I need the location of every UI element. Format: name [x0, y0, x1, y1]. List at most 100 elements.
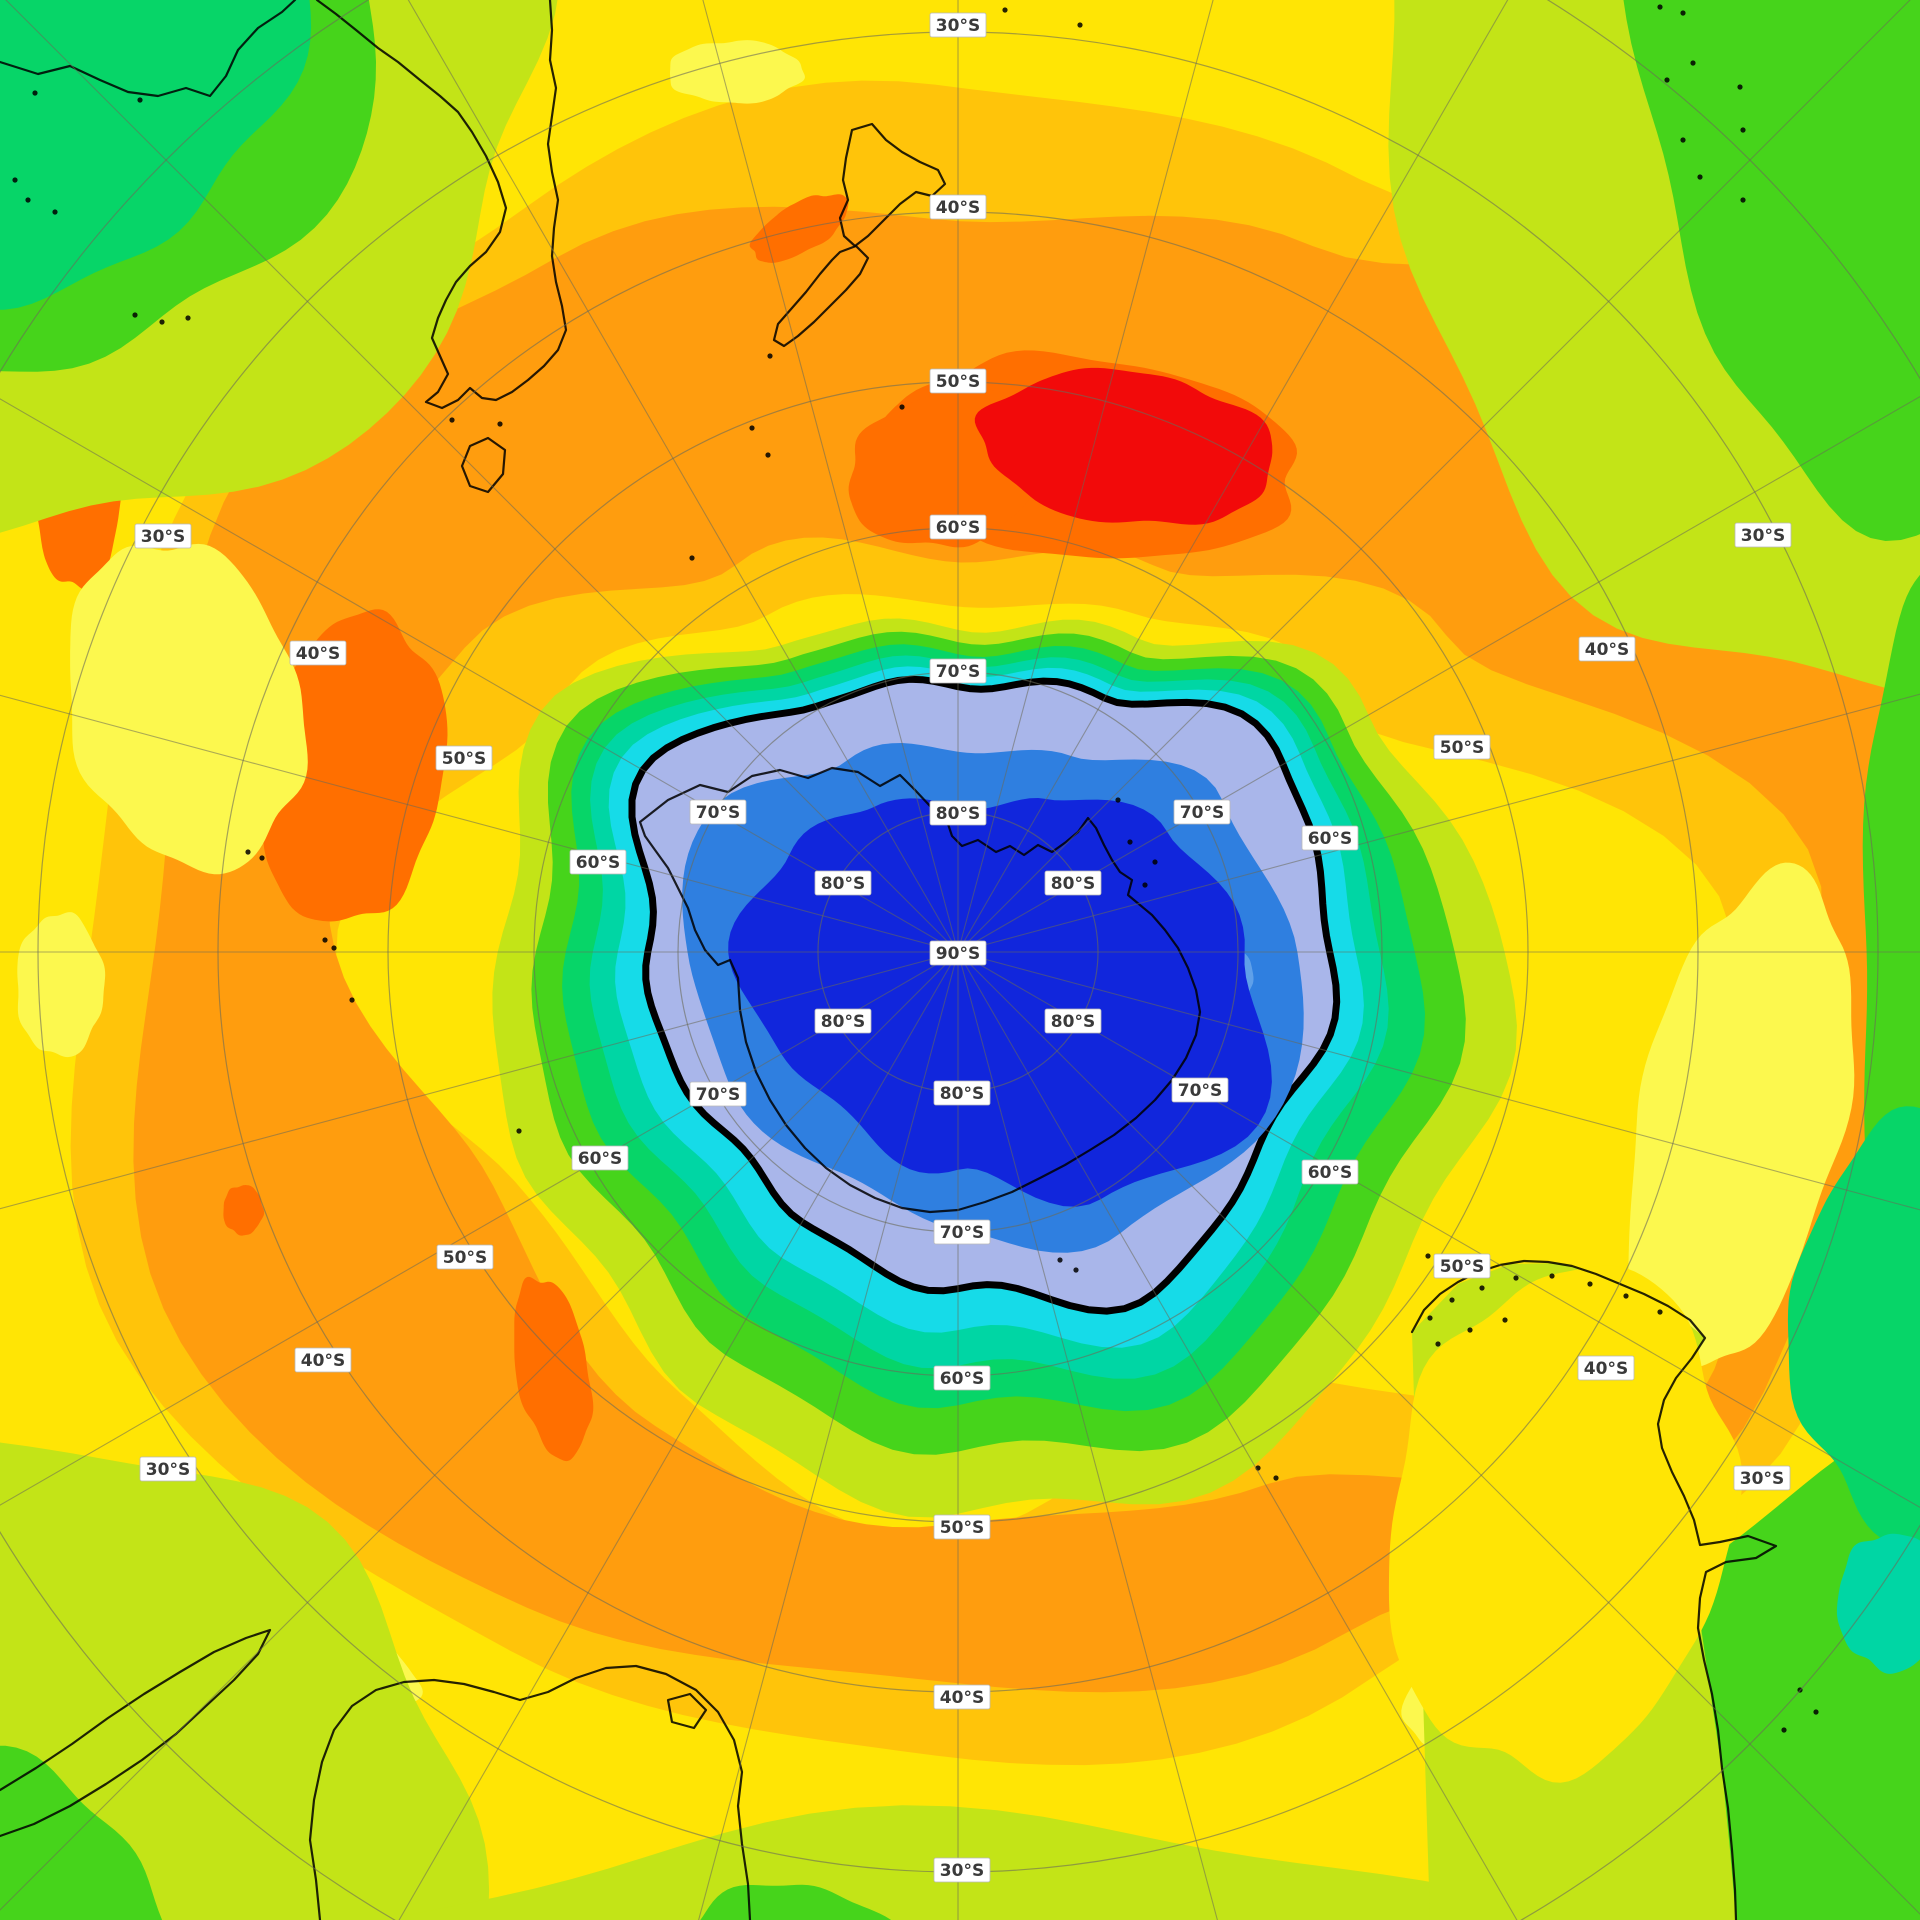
latitude-label-80S-7: 80°S [933, 1080, 991, 1106]
coastline-south-america [1410, 1259, 1778, 1920]
coastline-australia-east [315, 0, 568, 410]
meridian-line [407, 0, 959, 953]
meridian-line [957, 951, 1518, 1920]
latitude-label-text: 50°S [936, 372, 980, 392]
meridian-line [398, 951, 959, 1920]
latitude-label-30S-19: 30°S [1734, 522, 1792, 548]
island-dot [1425, 1253, 1431, 1259]
island-dot [52, 209, 58, 215]
island-dot [1273, 1475, 1279, 1481]
island-dot [1435, 1341, 1441, 1347]
island-dot [159, 319, 165, 325]
latitude-label-80S-30: 80°S [814, 1008, 872, 1034]
island-dot [132, 312, 138, 318]
latitude-label-40S-32: 40°S [1577, 1355, 1635, 1381]
island-dot [1152, 859, 1158, 865]
band-darkorange-4 [257, 609, 448, 922]
latitude-label-text: 30°S [936, 16, 980, 36]
latitude-label-50S-33: 50°S [1433, 1253, 1491, 1279]
latitude-label-text: 30°S [146, 1460, 190, 1480]
band-darkorange-5 [514, 1276, 594, 1462]
latitude-label-70S-8: 70°S [933, 1219, 991, 1245]
island-dot [1057, 1257, 1063, 1263]
band-pale-1 [70, 543, 308, 875]
latitude-label-text: 60°S [1308, 829, 1352, 849]
island-dot [899, 404, 905, 410]
latitude-label-text: 70°S [696, 1085, 740, 1105]
island-dot [1697, 174, 1703, 180]
island-dot [497, 421, 503, 427]
latitude-label-50S-21: 50°S [1433, 734, 1491, 760]
latitude-label-text: 40°S [1585, 640, 1629, 660]
island-dot [1623, 1293, 1629, 1299]
island-dot [1427, 1315, 1433, 1321]
island-dot [322, 937, 328, 943]
latitude-label-80S-18: 80°S [814, 870, 872, 896]
island-dot [1680, 137, 1686, 143]
band-tl-emerald [0, 0, 312, 310]
latitude-label-70S-4: 70°S [929, 658, 987, 684]
latitude-label-text: 30°S [1741, 526, 1785, 546]
latitude-label-50S-10: 50°S [933, 1514, 991, 1540]
band-pale-6 [17, 912, 106, 1058]
latitude-label-text: 80°S [1051, 874, 1095, 894]
band-darkorange-6 [223, 1185, 265, 1236]
latitude-label-70S-35: 70°S [1171, 1077, 1229, 1103]
latitude-label-60S-3: 60°S [929, 514, 987, 540]
latitude-label-text: 60°S [578, 1149, 622, 1169]
island-dot [767, 353, 773, 359]
latitude-label-70S-17: 70°S [689, 799, 747, 825]
island-dot [331, 945, 337, 951]
latitude-label-text: 70°S [940, 1223, 984, 1243]
island-dot [1587, 1281, 1593, 1287]
latitude-label-text: 30°S [141, 527, 185, 547]
island-dot [1127, 839, 1133, 845]
latitude-label-text: 30°S [940, 1861, 984, 1881]
latitude-label-80S-24: 80°S [1044, 870, 1102, 896]
island-dot [1513, 1275, 1519, 1281]
meridian-line [0, 398, 959, 953]
island-dot [1549, 1273, 1555, 1279]
latitude-label-text: 80°S [821, 1012, 865, 1032]
latitude-label-text: 60°S [1308, 1163, 1352, 1183]
latitude-label-text: 50°S [443, 1248, 487, 1268]
band-orange-annulus [133, 206, 1920, 1693]
island-dot [1002, 7, 1008, 13]
latitude-label-text: 70°S [1180, 803, 1224, 823]
island-dot [1502, 1317, 1508, 1323]
meridian-line [957, 0, 1214, 953]
coastline-tasmania [460, 436, 507, 494]
island-dot [1073, 1267, 1079, 1273]
latitude-label-30S-12: 30°S [933, 1857, 991, 1883]
latitude-label-text: 40°S [936, 198, 980, 218]
band-tr-green [1623, 0, 1920, 541]
latitude-label-60S-9: 60°S [933, 1365, 991, 1391]
meridian-line [957, 0, 1509, 953]
coastline-africa-cape [0, 1628, 272, 1838]
island-dot [1740, 197, 1746, 203]
latitude-label-text: 40°S [1584, 1359, 1628, 1379]
latitude-label-text: 70°S [696, 803, 740, 823]
band-darkorange-3 [749, 194, 849, 263]
island-dot [185, 315, 191, 321]
band-bl-ygreen [0, 1442, 490, 1920]
island-dot [516, 1128, 522, 1134]
island-dot [1115, 797, 1121, 803]
meridian-line [0, 951, 959, 1506]
latitude-labels: 30°S 40°S 50°S 60°S 70°S 80°S 90°S 80°S 70°S 60°S… [134, 12, 1792, 1883]
island-dot [32, 90, 38, 96]
latitude-label-80S-36: 80°S [1044, 1008, 1102, 1034]
meridian-line [698, 951, 959, 1920]
latitude-label-text: 80°S [940, 1084, 984, 1104]
island-dot [1813, 1709, 1819, 1715]
island-dot [25, 197, 31, 203]
latitude-label-60S-28: 60°S [571, 1145, 629, 1171]
latitude-label-50S-2: 50°S [929, 368, 987, 394]
island-dot [1781, 1727, 1787, 1733]
latitude-label-text: 40°S [301, 1351, 345, 1371]
meridian-line [957, 951, 1920, 1211]
island-dot [689, 555, 695, 561]
latitude-label-60S-16: 60°S [569, 849, 627, 875]
